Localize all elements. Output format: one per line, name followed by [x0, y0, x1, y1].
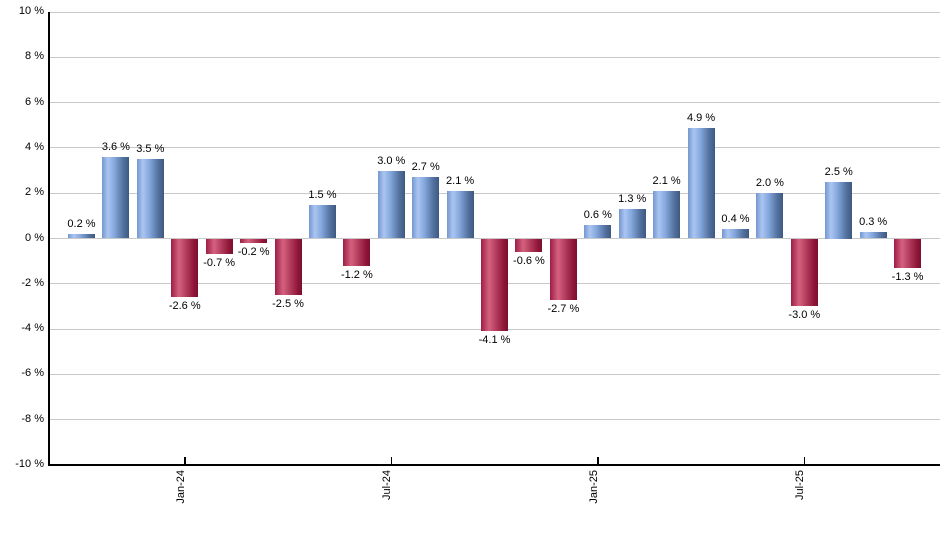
gridline — [50, 102, 940, 104]
bar-value-label: 3.5 % — [136, 143, 165, 156]
bar-value-label: 1.5 % — [308, 188, 337, 201]
positive-bar-20 — [756, 193, 784, 239]
gridline — [50, 147, 940, 149]
bar-value-label: -4.1 % — [478, 334, 511, 347]
positive-bar-2 — [136, 159, 164, 239]
negative-bar-6 — [274, 238, 302, 296]
y-tick-label: 10 % — [18, 5, 44, 17]
bar-value-label: 3.6 % — [101, 140, 130, 153]
y-tick-label: -10 % — [15, 458, 44, 470]
bar-value-label: 2.7 % — [411, 161, 440, 174]
negative-bar-21 — [790, 238, 818, 307]
bar-value-label: 4.9 % — [686, 111, 716, 124]
bar-value-label: 3.0 % — [377, 154, 406, 167]
negative-bar-13 — [515, 238, 543, 253]
positive-bar-0 — [68, 233, 95, 239]
bar-value-label: -2.5 % — [272, 298, 304, 311]
bar-value-label: 2.5 % — [824, 165, 853, 178]
y-tick-label: -8 % — [21, 412, 44, 425]
y-tick-label: -2 % — [21, 276, 44, 289]
x-tick-label-jan-25: Jan-25 — [587, 470, 600, 504]
y-axis-line — [48, 12, 50, 466]
positive-bar-15 — [584, 224, 612, 239]
y-tick-label: 2 % — [25, 186, 44, 199]
positive-bar-11 — [446, 190, 474, 239]
gridline — [50, 419, 940, 421]
positive-bar-7 — [308, 204, 336, 239]
positive-bar-9 — [377, 170, 405, 239]
x-tick-label-jan-24: Jan-24 — [174, 470, 187, 504]
bar-value-label: 2.1 % — [652, 174, 681, 187]
bar-value-label: 0.4 % — [721, 213, 750, 226]
positive-bar-23 — [859, 231, 887, 239]
y-tick-label: 8 % — [25, 50, 44, 63]
bar-value-label: 0.2 % — [67, 217, 96, 230]
positive-bar-19 — [721, 229, 749, 239]
positive-bar-22 — [825, 181, 853, 239]
positive-bar-17 — [653, 190, 681, 239]
bar-value-label: -1.2 % — [340, 268, 373, 281]
negative-bar-4 — [205, 238, 233, 255]
bar-value-label: 0.6 % — [583, 208, 612, 221]
x-axis-tick — [390, 457, 393, 465]
negative-bar-24 — [894, 238, 922, 268]
bar-value-label: -0.2 % — [237, 246, 270, 259]
y-tick-label: 0 % — [25, 231, 44, 244]
x-tick-label-jul-25: Jul-25 — [794, 470, 807, 500]
bar-value-label: -2.6 % — [168, 300, 201, 313]
y-tick-label: 4 % — [25, 140, 44, 153]
bar-value-label: -3.0 % — [788, 309, 821, 322]
negative-bar-8 — [343, 238, 371, 266]
bar-value-label: 2.1 % — [446, 174, 475, 187]
y-tick-label: -6 % — [21, 367, 44, 380]
gridline — [50, 192, 940, 194]
x-axis-line — [48, 464, 940, 466]
y-tick-label: 6 % — [25, 95, 44, 108]
negative-bar-3 — [171, 238, 199, 298]
gridline — [50, 56, 940, 58]
negative-bar-12 — [481, 238, 509, 332]
bar-value-label: 1.3 % — [618, 193, 647, 206]
x-axis-tick — [803, 457, 806, 465]
y-tick-label: -4 % — [21, 322, 44, 335]
bar-value-label: 0.3 % — [859, 215, 888, 228]
gridline — [50, 11, 940, 13]
x-axis-tick — [184, 457, 186, 465]
x-axis-tick — [597, 457, 599, 465]
positive-bar-18 — [687, 127, 715, 239]
x-tick-label-jul-24: Jul-24 — [381, 470, 394, 500]
negative-bar-14 — [549, 238, 577, 300]
negative-bar-5 — [240, 238, 268, 244]
bar-value-label: -0.7 % — [203, 257, 236, 270]
plot-area: 0.2 % 3.6 % 3.5 % -2.6 % -0.7 % -0.2 % -2.5 % 1… — [50, 11, 940, 466]
bar-value-label: -1.3 % — [891, 270, 924, 283]
bar-value-label: 2.0 % — [755, 177, 784, 190]
gridline — [50, 373, 940, 375]
positive-bar-1 — [102, 156, 130, 239]
bar-value-label: -2.7 % — [547, 302, 580, 315]
positive-bar-16 — [618, 209, 646, 239]
positive-bar-10 — [412, 177, 440, 239]
bar-value-label: -0.6 % — [513, 255, 545, 268]
